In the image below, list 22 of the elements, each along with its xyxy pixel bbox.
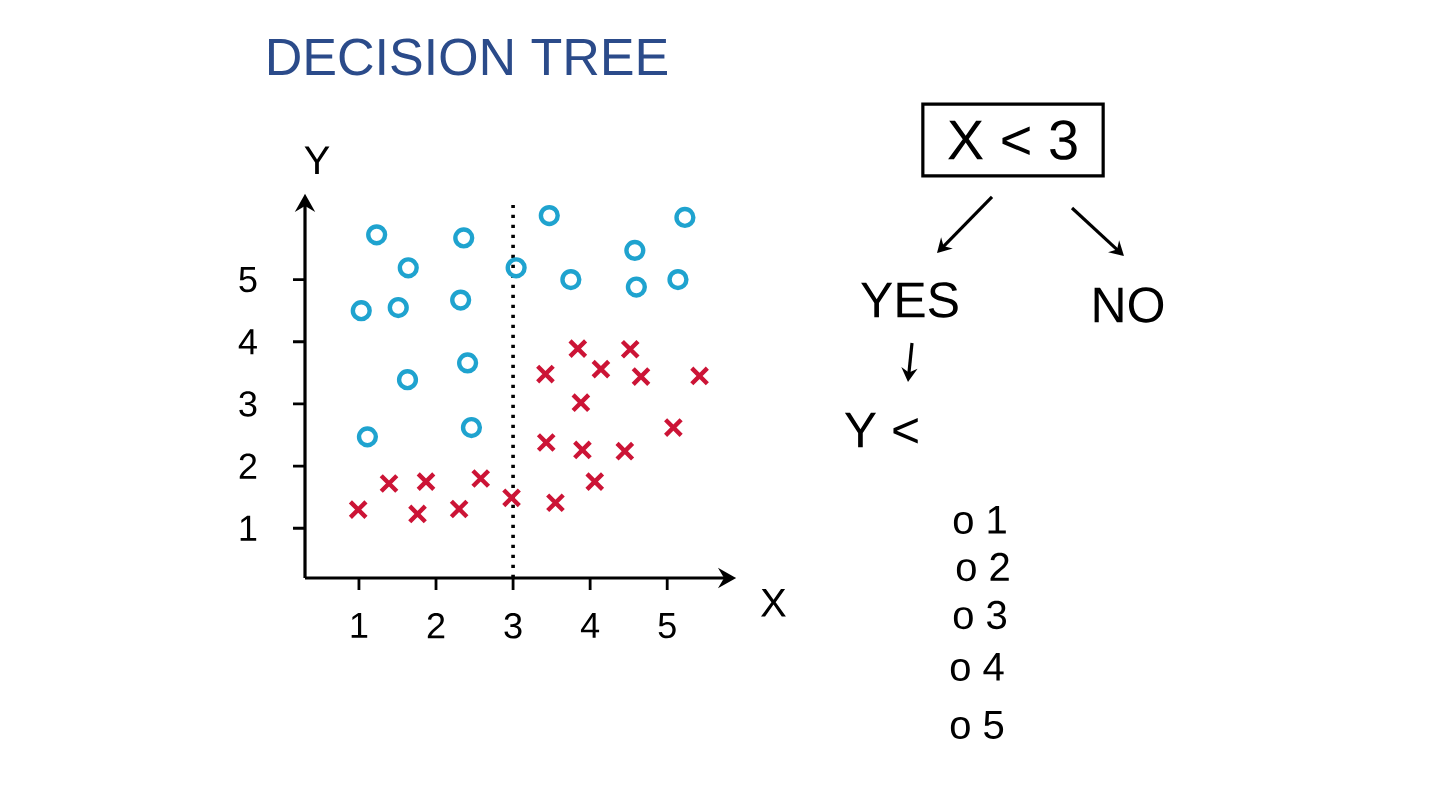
text: o 4: [950, 653, 1004, 681]
text: YES: [861, 282, 958, 318]
x-tick-label: 1: [351, 613, 368, 638]
text: X < 3: [948, 120, 1077, 160]
x-tick-label: 2: [427, 613, 445, 639]
text: NO: [1094, 287, 1164, 323]
x-axis-title: X: [760, 589, 786, 617]
y-tick-label: 5: [239, 267, 257, 293]
text: o 1: [953, 506, 1006, 534]
x-tick-label: 5: [658, 613, 676, 639]
text: Y <: [844, 412, 918, 448]
text: o 3: [953, 600, 1006, 630]
y-tick-label: 4: [238, 329, 257, 355]
y-tick-label: 3: [239, 391, 257, 417]
y-tick-label: 1: [240, 515, 257, 541]
y-tick-label: 2: [239, 453, 257, 479]
y-axis-title: Y: [304, 146, 330, 174]
x-tick-label: 4: [580, 613, 600, 638]
x-tick-label: 3: [504, 613, 522, 639]
text: o 5: [950, 711, 1004, 739]
text: o 2: [956, 552, 1009, 582]
chart-title: DECISION TREE: [269, 38, 667, 76]
